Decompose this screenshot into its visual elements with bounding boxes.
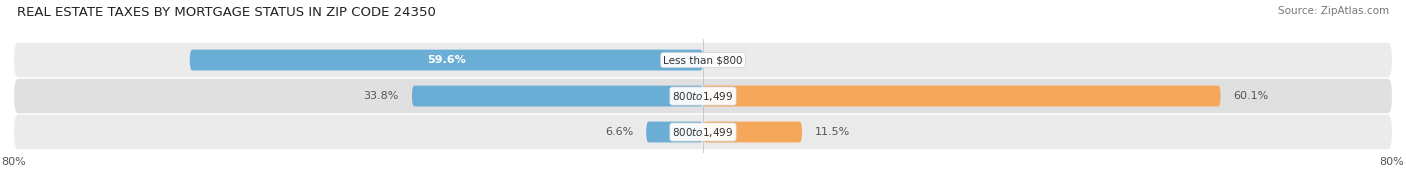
Text: REAL ESTATE TAXES BY MORTGAGE STATUS IN ZIP CODE 24350: REAL ESTATE TAXES BY MORTGAGE STATUS IN …	[17, 6, 436, 19]
FancyBboxPatch shape	[14, 79, 1392, 113]
Text: Less than $800: Less than $800	[664, 55, 742, 65]
FancyBboxPatch shape	[14, 43, 1392, 77]
FancyBboxPatch shape	[647, 122, 703, 142]
FancyBboxPatch shape	[703, 122, 801, 142]
Text: 60.1%: 60.1%	[1233, 91, 1268, 101]
Text: Source: ZipAtlas.com: Source: ZipAtlas.com	[1278, 6, 1389, 16]
Text: $800 to $1,499: $800 to $1,499	[672, 125, 734, 139]
FancyBboxPatch shape	[14, 115, 1392, 149]
FancyBboxPatch shape	[190, 50, 703, 71]
Text: 6.6%: 6.6%	[605, 127, 633, 137]
FancyBboxPatch shape	[412, 86, 703, 106]
Text: 33.8%: 33.8%	[364, 91, 399, 101]
FancyBboxPatch shape	[703, 86, 1220, 106]
Text: 59.6%: 59.6%	[427, 55, 465, 65]
Text: 0.0%: 0.0%	[716, 55, 744, 65]
Text: 11.5%: 11.5%	[815, 127, 851, 137]
Text: $800 to $1,499: $800 to $1,499	[672, 90, 734, 103]
